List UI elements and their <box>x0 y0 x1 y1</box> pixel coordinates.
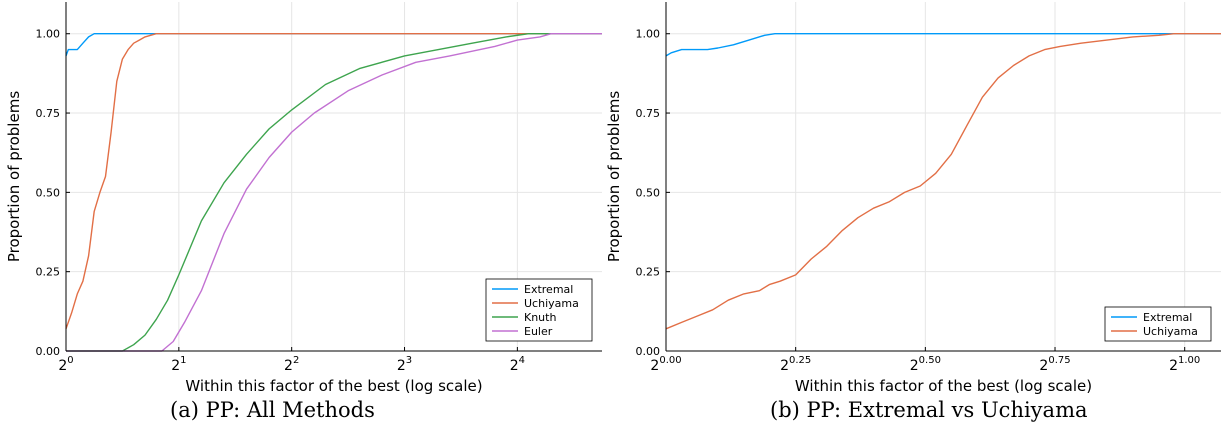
x-tick-label: 20.00 <box>650 355 681 374</box>
x-tick-label: 23 <box>397 355 412 374</box>
x-tick-label: 24 <box>510 355 525 374</box>
legend-box <box>1104 306 1212 342</box>
legend-label-euler: Euler <box>524 325 553 338</box>
legend-label-extremal: Extremal <box>1143 311 1192 324</box>
series-line-knuth <box>66 33 602 352</box>
legend-label-uchiyama: Uchiyama <box>1143 325 1198 338</box>
series-line-extremal <box>65 33 602 57</box>
y-axis-title: Proportion of problems <box>605 91 623 262</box>
series-line-extremal <box>665 33 1221 57</box>
x-tick-label: 20.25 <box>780 355 811 374</box>
caption-b: (b) PP: Extremal vs Uchiyama <box>770 398 1088 422</box>
legend-label-uchiyama: Uchiyama <box>524 297 579 310</box>
chart-panel-b: 0.00 0.25 0.50 0.75 1.00 20.00 20.25 20.50 20.75… <box>605 0 1229 444</box>
legend-label-extremal: Extremal <box>524 283 573 296</box>
x-tick-label: 20.50 <box>910 355 941 374</box>
y-tick-label: 0.75 <box>636 107 661 120</box>
y-tick-label: 1.00 <box>636 28 661 41</box>
chart-b-svg: 0.00 0.25 0.50 0.75 1.00 20.00 20.25 20.50 20.75… <box>605 2 1221 395</box>
y-tick-label: 0.00 <box>636 345 661 358</box>
x-tick-label: 21 <box>171 355 186 374</box>
y-tick-label: 0.25 <box>36 266 61 279</box>
series-line-euler <box>66 33 602 352</box>
y-tick-label: 0.50 <box>36 186 61 199</box>
x-axis-title: Within this factor of the best (log scal… <box>185 377 482 395</box>
x-axis-title: Within this factor of the best (log scal… <box>795 377 1092 395</box>
y-tick-label: 1.00 <box>36 28 61 41</box>
x-tick-label: 21.00 <box>1169 355 1200 374</box>
chart-a-svg: 0.00 0.25 0.50 0.75 1.00 20 21 22 23 24 Within thi… <box>5 2 602 395</box>
y-axis-title: Proportion of problems <box>5 91 23 262</box>
x-tick-label: 20.75 <box>1039 355 1070 374</box>
y-tick-label: 0.50 <box>636 186 661 199</box>
y-tick-label: 0.00 <box>36 345 61 358</box>
legend-label-knuth: Knuth <box>524 311 556 324</box>
x-tick-label: 20 <box>58 355 73 374</box>
y-tick-label: 0.75 <box>36 107 61 120</box>
x-tick-label: 22 <box>284 355 299 374</box>
series-line-uchiyama <box>665 33 1221 330</box>
chart-panel-a: 0.00 0.25 0.50 0.75 1.00 20 21 22 23 24 Within thi… <box>0 0 610 444</box>
series-line-uchiyama <box>65 33 602 330</box>
y-tick-label: 0.25 <box>636 266 661 279</box>
caption-a: (a) PP: All Methods <box>170 398 375 422</box>
